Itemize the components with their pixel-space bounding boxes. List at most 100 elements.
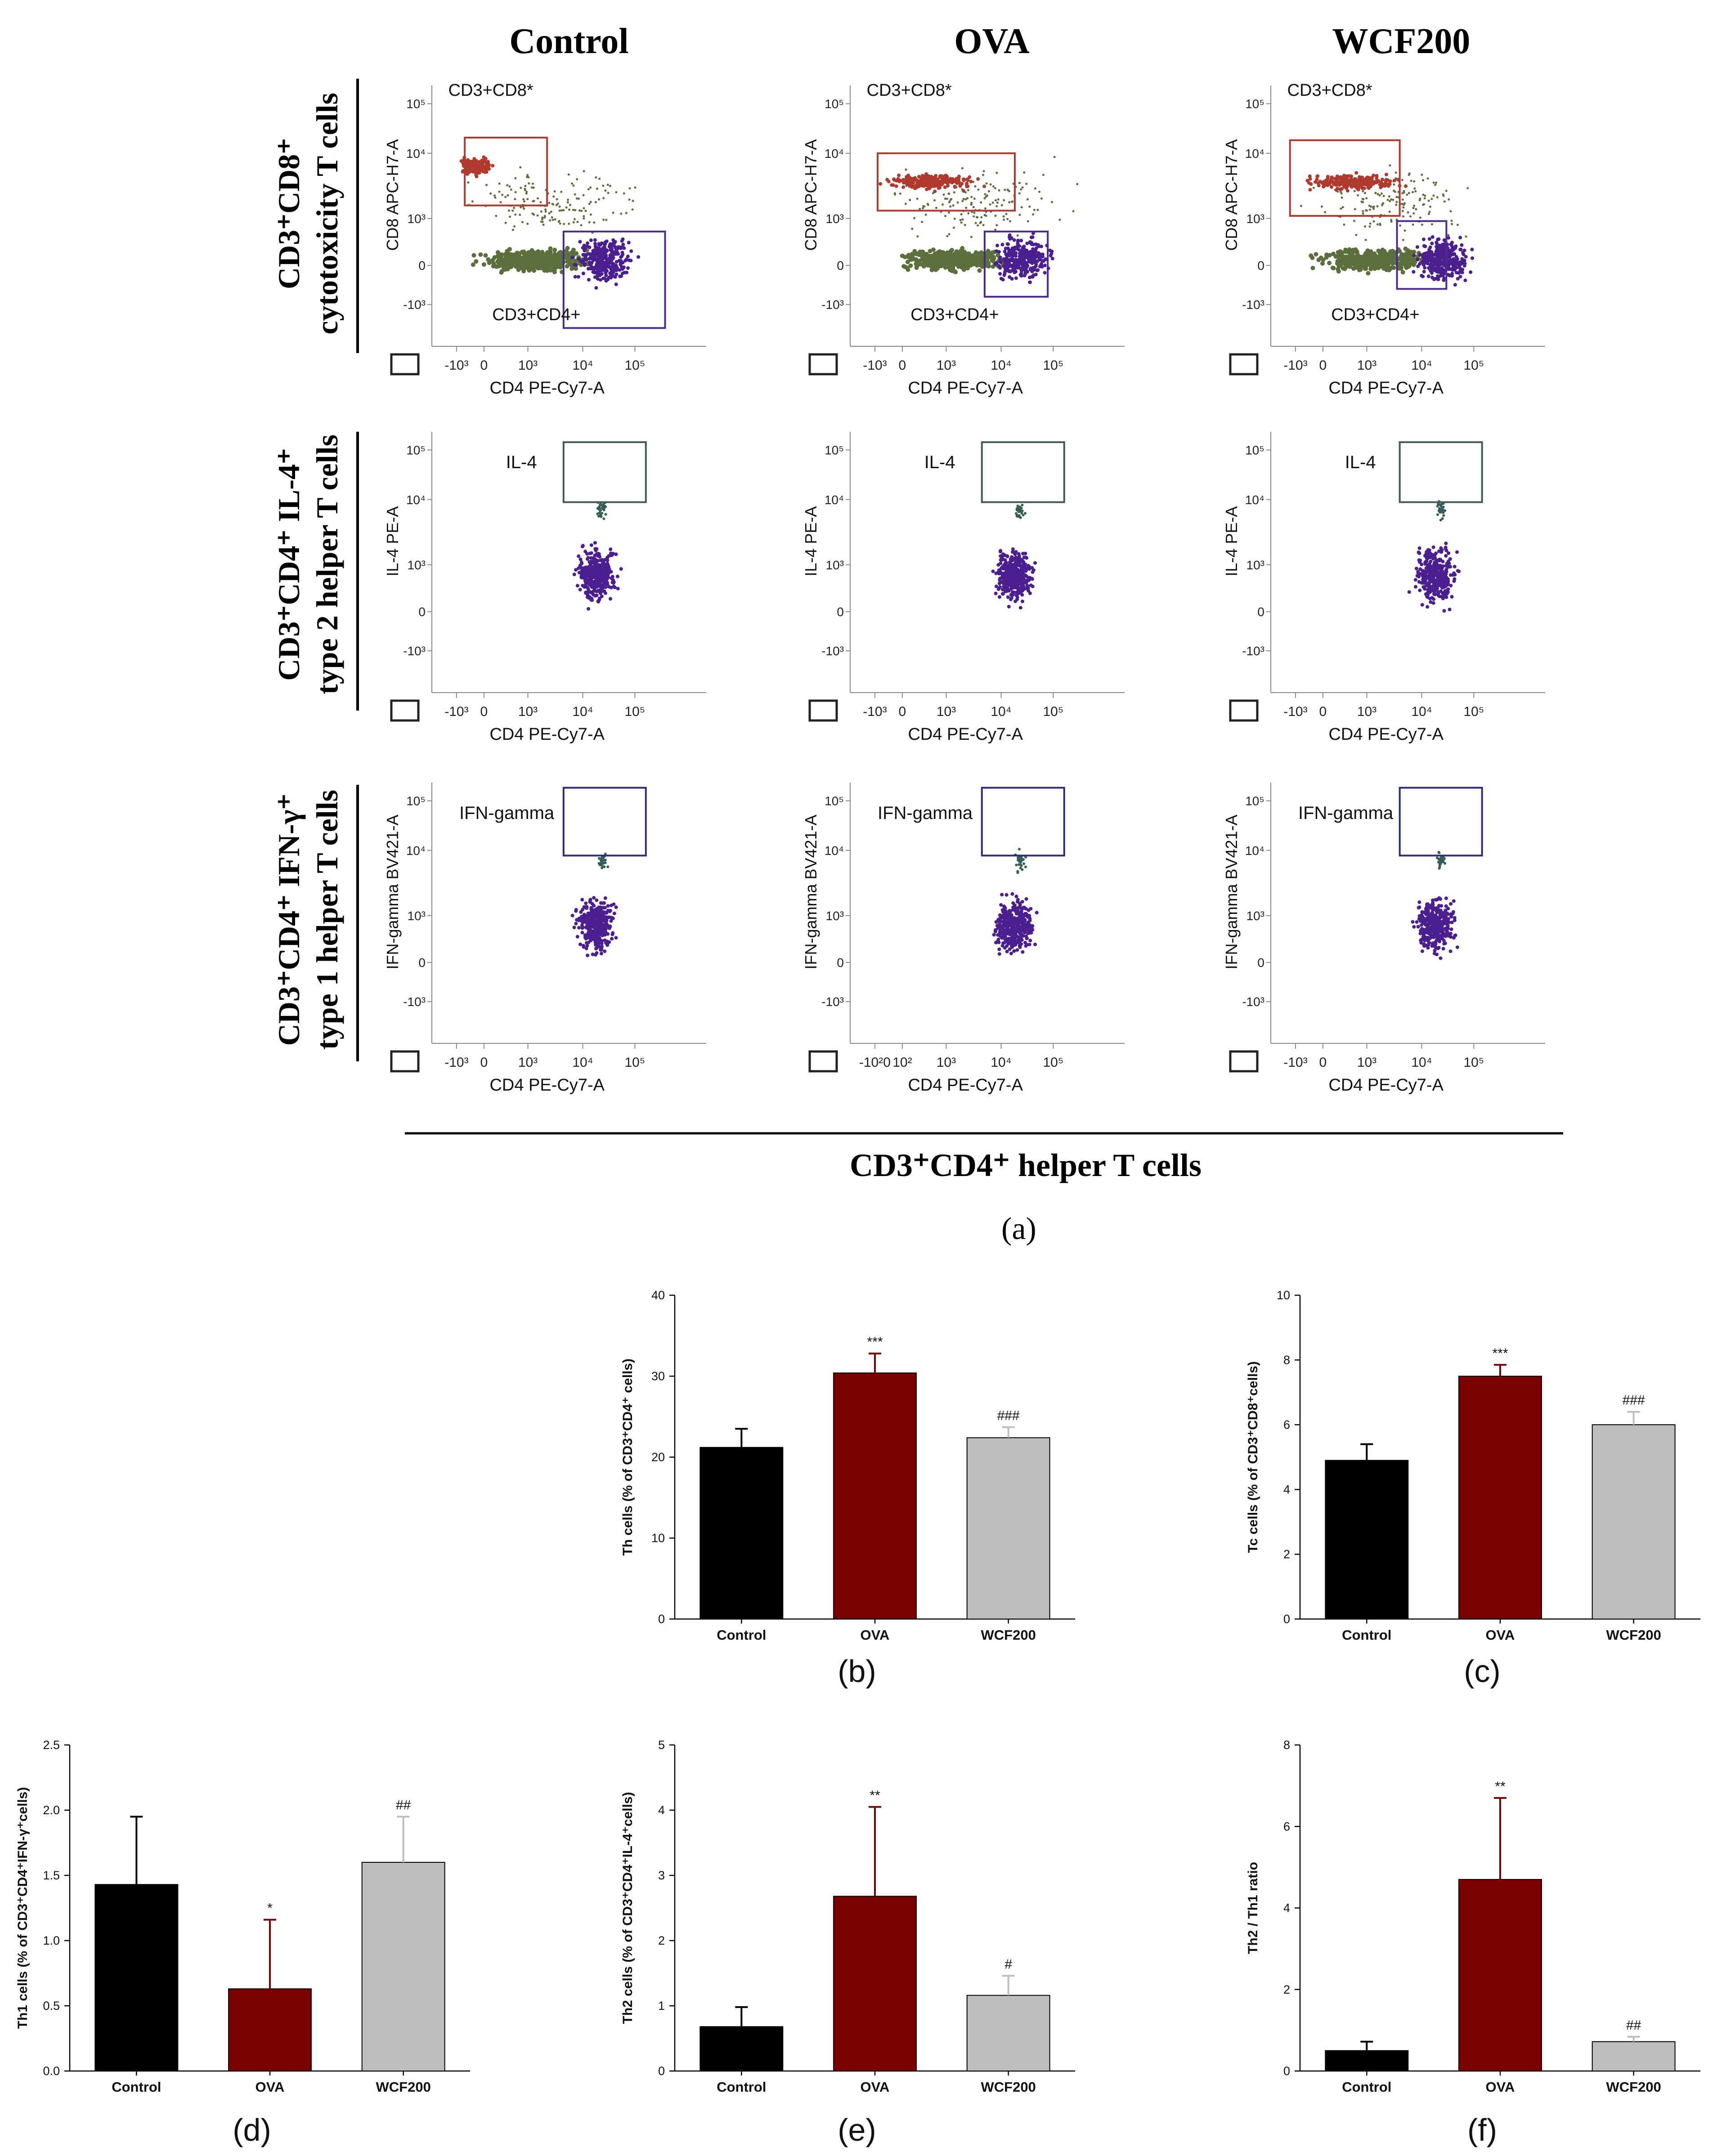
- row-label-cd8-line1: CD3⁺CD8⁺: [272, 138, 306, 289]
- event-dot: [597, 575, 601, 579]
- event-dot: [621, 242, 625, 246]
- event-dot: [914, 261, 919, 266]
- il4-gate-label: IL-4: [1345, 452, 1376, 472]
- event-dot: [1021, 247, 1025, 251]
- event-dot: [1443, 200, 1446, 203]
- event-dot: [1314, 252, 1318, 257]
- event-dot: [1002, 215, 1005, 218]
- event-dot: [532, 200, 534, 202]
- event-dot: [582, 243, 586, 247]
- event-dot: [1439, 252, 1443, 256]
- event-dot: [499, 270, 504, 275]
- event-dot: [1427, 548, 1431, 552]
- event-dot: [894, 193, 897, 196]
- event-dot: [1446, 590, 1450, 594]
- event-dot: [568, 208, 570, 211]
- event-dot: [597, 263, 601, 267]
- event-dot: [471, 160, 475, 164]
- event-dot: [1432, 597, 1436, 601]
- event-dot: [1025, 242, 1029, 246]
- event-dot: [928, 255, 933, 260]
- event-dot: [593, 257, 597, 261]
- event-dot: [989, 183, 992, 186]
- event-dot: [600, 944, 604, 948]
- event-dot: [1343, 249, 1348, 254]
- event-dot: [610, 937, 614, 941]
- event-dot: [482, 155, 486, 159]
- event-dot: [571, 265, 576, 270]
- event-dot: [1418, 262, 1422, 266]
- x-tick-label: 10³: [518, 358, 538, 373]
- event-dot: [997, 250, 1001, 254]
- event-dot: [1016, 260, 1020, 264]
- event-dot: [1320, 180, 1324, 184]
- event-dot: [585, 944, 589, 948]
- event-dot: [1018, 575, 1022, 579]
- event-dot: [953, 218, 956, 220]
- event-dot: [1437, 265, 1441, 268]
- x-tick-label: -10³: [444, 1055, 468, 1070]
- y-tick-label: 10⁵: [825, 97, 844, 111]
- event-dot: [1401, 210, 1404, 212]
- event-dot: [1432, 277, 1436, 282]
- event-dot: [1389, 164, 1391, 167]
- event-dot: [524, 189, 526, 192]
- event-dot: [1353, 219, 1355, 222]
- event-dot: [937, 181, 941, 185]
- event-dot: [586, 953, 590, 957]
- event-dot: [894, 184, 898, 188]
- event-dot: [580, 930, 584, 935]
- event-dot: [933, 180, 937, 183]
- y-tick-label: 0: [1257, 605, 1264, 619]
- event-dot: [587, 278, 591, 282]
- event-dot: [897, 179, 901, 183]
- event-dot: [1404, 184, 1408, 188]
- event-dot: [1423, 197, 1426, 200]
- y-tick-label: 10⁵: [825, 443, 844, 457]
- event-dot: [913, 176, 917, 180]
- event-dot: [1018, 182, 1021, 184]
- event-dot: [970, 236, 973, 238]
- event-dot: [1463, 278, 1467, 282]
- y-tick-label: 0: [837, 605, 844, 619]
- event-dot: [1031, 570, 1035, 574]
- event-dot: [514, 198, 516, 201]
- event-dot: [602, 197, 605, 200]
- event-dot: [612, 211, 614, 214]
- event-dot: [1334, 183, 1338, 187]
- event-dot: [1388, 195, 1390, 198]
- event-dot: [1341, 206, 1344, 209]
- event-dot: [1008, 572, 1011, 576]
- event-dot: [611, 270, 615, 274]
- event-dot: [1436, 274, 1440, 278]
- event-dot: [1457, 261, 1462, 265]
- event-dot: [574, 909, 578, 913]
- y-tick-label: 0: [418, 259, 426, 273]
- event-dot: [970, 196, 973, 198]
- event-dot: [997, 198, 1000, 201]
- event-dot: [1407, 211, 1409, 214]
- caption-a: (a): [1001, 1212, 1036, 1246]
- event-dot: [1022, 273, 1027, 277]
- event-dot: [1016, 508, 1019, 511]
- event-dot: [1345, 174, 1349, 178]
- y-tick-label: 10⁵: [406, 443, 426, 457]
- event-dot: [1414, 567, 1418, 571]
- event-dot: [1367, 179, 1371, 183]
- event-dot: [968, 175, 972, 179]
- y-tick-label: 10³: [408, 212, 426, 226]
- event-dot: [595, 946, 599, 950]
- event-dot: [1423, 587, 1427, 591]
- event-dot: [1403, 203, 1405, 206]
- cd4-gate: [983, 230, 1049, 298]
- event-dot: [1022, 555, 1026, 559]
- event-dot: [606, 564, 610, 568]
- event-dot: [619, 567, 623, 571]
- event-dot: [923, 181, 927, 185]
- event-dot: [1020, 188, 1022, 191]
- event-dot: [1435, 245, 1439, 249]
- event-dot: [1420, 603, 1424, 607]
- event-dot: [1441, 269, 1445, 273]
- cd4-gate: [562, 230, 666, 329]
- event-dot: [575, 935, 579, 939]
